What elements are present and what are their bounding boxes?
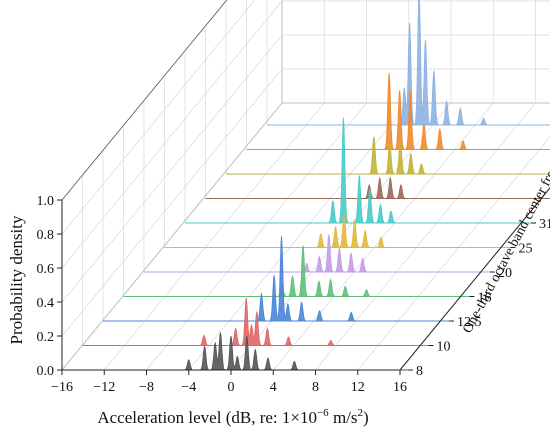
series-ridge-20 (144, 234, 482, 273)
series-ridge-16 (123, 245, 462, 297)
z-tick-label: 16 (478, 291, 492, 306)
back-wall (281, 0, 550, 104)
z-axis-title: One-third octave band center frequency (… (460, 106, 550, 335)
x-tick-label: 12 (351, 380, 365, 395)
y-axis-title: Probability density (7, 215, 26, 344)
x-tick-label: −8 (139, 380, 154, 395)
z-tick-label: 20 (498, 266, 512, 281)
left-wall-grid (61, 0, 283, 269)
axes-layer: 8063504031.525201612.5108−16−12−8−404812… (37, 187, 550, 395)
series-ridge-12.5 (103, 235, 441, 322)
x-tick-label: −4 (181, 380, 196, 395)
left-wall-grid (61, 68, 283, 337)
y-tick-label: 0.2 (37, 330, 55, 345)
x-tick-label: 0 (228, 380, 235, 395)
floor-grid-line (103, 102, 325, 371)
x-axis-title-main: Acceleration level (dB, re: 1×10 (97, 408, 317, 427)
series-ridge-8 (62, 332, 400, 371)
x-axis-title-close: ) (363, 408, 369, 427)
box-edge-top-left (61, 0, 228, 201)
floor-grid-line (315, 102, 536, 371)
floor-grid-line (61, 102, 283, 371)
floor-grid-line (357, 136, 550, 371)
x-tick-label: 16 (393, 380, 407, 395)
floor-grid-line (230, 102, 452, 371)
floor-grid-line (146, 102, 367, 371)
series-ridge-31.5 (185, 117, 523, 224)
z-tick-label: 10 (437, 340, 451, 355)
x-axis-title-unit: m/s (329, 408, 358, 427)
left-wall-grid (61, 34, 283, 303)
series-ridge-10 (82, 297, 421, 346)
x-axis-title-unit-exponent: 2 (358, 407, 364, 419)
z-tick-label: 8 (416, 364, 423, 379)
z-tick-label: 25 (519, 242, 533, 257)
left-wall-grid (61, 0, 256, 235)
y-tick-label: 0.4 (37, 296, 55, 311)
y-tick-label: 0.0 (37, 364, 55, 379)
series-layer (62, 0, 550, 371)
y-tick-label: 0.6 (37, 262, 55, 277)
z-axis-line (399, 187, 550, 371)
series-ridge-63 (246, 72, 550, 150)
y-tick-label: 0.8 (37, 228, 55, 243)
y-tick-label: 1.0 (37, 194, 55, 209)
x-axis-title: Acceleration level (dB, re: 1×10−6 m/s2) (97, 407, 368, 427)
z-tick-label: 12.5 (457, 315, 482, 330)
z-tick-label: 31.5 (539, 217, 550, 232)
x-tick-label: −12 (93, 380, 115, 395)
grid-layer (61, 0, 550, 371)
x-tick-label: −16 (51, 380, 73, 395)
x-tick-label: 8 (312, 380, 319, 395)
floor-grid-line (272, 102, 494, 371)
floor-grid-line (188, 102, 410, 371)
x-tick-label: 4 (270, 380, 277, 395)
x-axis-title-exponent: −6 (317, 407, 329, 419)
